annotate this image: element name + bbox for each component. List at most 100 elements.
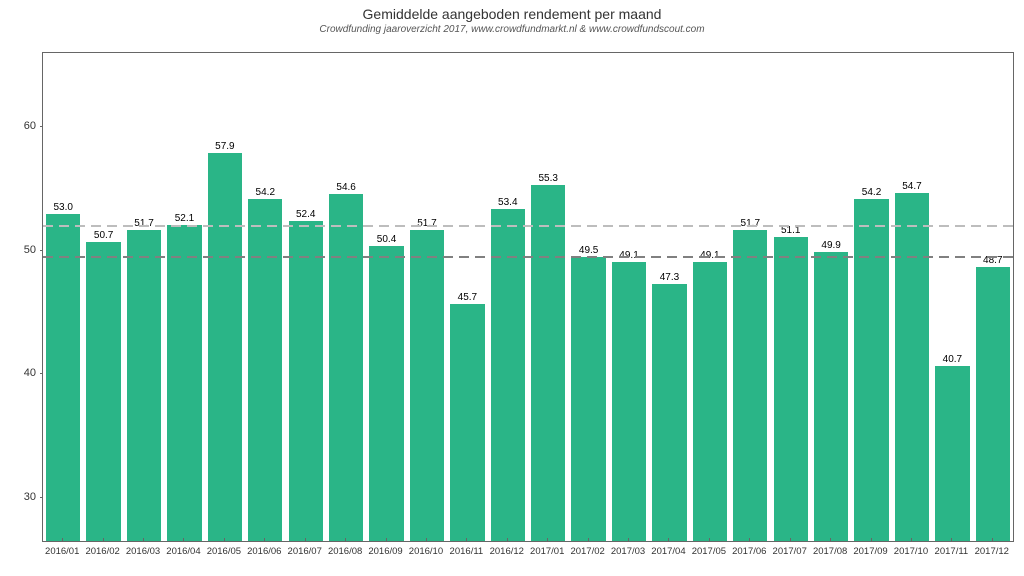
bar (491, 209, 525, 541)
bar (167, 225, 201, 541)
reference-line (43, 256, 1013, 258)
x-tick (466, 538, 467, 542)
x-tick-label: 2016/05 (207, 546, 241, 557)
chart-title: Gemiddelde aangeboden rendement per maan… (0, 0, 1024, 22)
x-tick (183, 538, 184, 542)
bar (652, 284, 686, 541)
x-tick (547, 538, 548, 542)
bar (289, 221, 323, 541)
bar (733, 230, 767, 541)
bar-value-label: 53.4 (498, 197, 517, 208)
bar (895, 193, 929, 541)
bar-value-label: 54.2 (256, 187, 275, 198)
x-tick-label: 2017/10 (894, 546, 928, 557)
x-tick-label: 2016/01 (45, 546, 79, 557)
x-tick-label: 2017/05 (692, 546, 726, 557)
x-tick (830, 538, 831, 542)
bar-value-label: 55.3 (538, 173, 557, 184)
x-tick (264, 538, 265, 542)
x-tick-label: 2016/06 (247, 546, 281, 557)
x-tick (668, 538, 669, 542)
x-tick (709, 538, 710, 542)
x-tick-label: 2017/06 (732, 546, 766, 557)
chart-container: Gemiddelde aangeboden rendement per maan… (0, 0, 1024, 576)
bar (450, 304, 484, 541)
y-tick-label: 50 (24, 244, 36, 256)
bar-value-label: 49.9 (821, 240, 840, 251)
x-tick-label: 2017/02 (570, 546, 604, 557)
bar (127, 230, 161, 541)
x-tick (507, 538, 508, 542)
bar-value-label: 54.6 (336, 182, 355, 193)
x-tick (749, 538, 750, 542)
x-tick-label: 2017/01 (530, 546, 564, 557)
bar (208, 153, 242, 541)
bar-value-label: 53.0 (53, 202, 72, 213)
x-tick (305, 538, 306, 542)
bar (612, 262, 646, 541)
x-tick (143, 538, 144, 542)
x-tick (224, 538, 225, 542)
bar-value-label: 45.7 (458, 292, 477, 303)
x-tick (911, 538, 912, 542)
x-tick (588, 538, 589, 542)
chart-subtitle: Crowdfunding jaaroverzicht 2017, www.cro… (0, 22, 1024, 39)
bar-value-label: 50.7 (94, 230, 113, 241)
bar-value-label: 51.7 (417, 218, 436, 229)
bar-value-label: 47.3 (660, 272, 679, 283)
plot-area: 53.0 50.7 51.7 52.1 57.9 54.2 52.4 54.6 50.4 51.7… (42, 52, 1014, 542)
x-tick-label: 2016/10 (409, 546, 443, 557)
x-tick (386, 538, 387, 542)
bar (46, 214, 80, 541)
x-tick (345, 538, 346, 542)
x-tick-label: 2016/12 (490, 546, 524, 557)
bar-value-label: 40.7 (943, 354, 962, 365)
bar-value-label: 49.5 (579, 245, 598, 256)
bar (814, 252, 848, 541)
bar (369, 246, 403, 541)
bar (774, 237, 808, 541)
x-axis: 2016/012016/022016/032016/042016/052016/… (42, 542, 1014, 572)
bar-value-label: 50.4 (377, 234, 396, 245)
x-tick-label: 2017/03 (611, 546, 645, 557)
x-tick (992, 538, 993, 542)
y-tick-label: 60 (24, 120, 36, 132)
x-tick (628, 538, 629, 542)
bar (248, 199, 282, 541)
x-tick-label: 2016/09 (368, 546, 402, 557)
x-tick (951, 538, 952, 542)
x-tick-label: 2016/08 (328, 546, 362, 557)
x-tick-label: 2016/11 (450, 546, 484, 557)
x-tick (103, 538, 104, 542)
x-tick-label: 2016/03 (126, 546, 160, 557)
x-tick-label: 2017/12 (975, 546, 1009, 557)
bar (410, 230, 444, 541)
x-tick-label: 2017/09 (853, 546, 887, 557)
x-tick (426, 538, 427, 542)
bar-value-label: 54.2 (862, 187, 881, 198)
reference-line (43, 225, 1013, 227)
bar (531, 185, 565, 541)
bar-value-label: 52.4 (296, 209, 315, 220)
bar (693, 262, 727, 541)
y-tick-label: 40 (24, 367, 36, 379)
x-tick-label: 2016/07 (288, 546, 322, 557)
bar-value-label: 51.7 (134, 218, 153, 229)
bar (571, 257, 605, 541)
x-tick (790, 538, 791, 542)
bar-value-label: 52.1 (175, 213, 194, 224)
bar (935, 366, 969, 541)
x-tick (62, 538, 63, 542)
bar-value-label: 51.7 (741, 218, 760, 229)
x-tick-label: 2017/04 (651, 546, 685, 557)
x-tick (871, 538, 872, 542)
x-tick-label: 2017/08 (813, 546, 847, 557)
x-tick-label: 2016/02 (85, 546, 119, 557)
y-tick-label: 30 (24, 491, 36, 503)
bar-value-label: 57.9 (215, 141, 234, 152)
x-tick-label: 2017/11 (935, 546, 969, 557)
bar (976, 267, 1010, 541)
bar (854, 199, 888, 541)
bar-value-label: 54.7 (902, 181, 921, 192)
y-axis: 30 40 50 60 (0, 52, 40, 542)
